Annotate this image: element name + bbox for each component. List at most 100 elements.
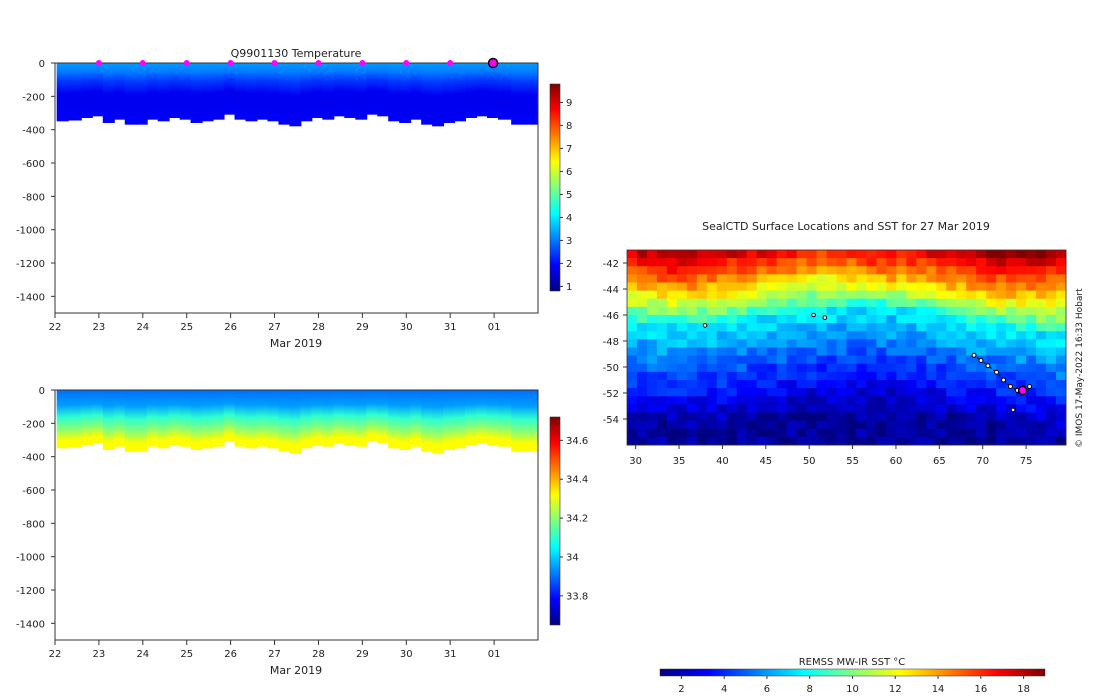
sst-cell bbox=[646, 380, 658, 389]
sst-cell bbox=[856, 266, 867, 275]
sst-cell bbox=[916, 404, 927, 413]
sst-cell bbox=[986, 250, 997, 259]
sst-cell bbox=[736, 396, 748, 405]
sst-cell bbox=[846, 290, 857, 300]
last-surface-marker bbox=[487, 57, 499, 69]
sst-cell bbox=[966, 250, 977, 259]
sst-cell bbox=[1026, 339, 1037, 348]
colorbar-tick-label: 6 bbox=[566, 167, 572, 178]
sst-cell bbox=[816, 298, 827, 308]
sst-cell bbox=[636, 363, 648, 373]
map-xtick-label: 75 bbox=[1020, 456, 1033, 467]
sst-cell bbox=[816, 436, 827, 446]
sst-cell bbox=[926, 380, 937, 389]
sst-cell bbox=[826, 306, 837, 316]
sst-cell bbox=[676, 396, 688, 405]
sst-cell bbox=[686, 347, 698, 357]
sst-cell bbox=[1016, 274, 1027, 283]
sst-cell bbox=[1056, 355, 1067, 365]
sst-cell bbox=[966, 315, 977, 324]
sst-cell bbox=[736, 331, 748, 340]
sst-cell bbox=[646, 404, 658, 413]
sal-profile-18 bbox=[256, 390, 269, 447]
sst-colorbar-scale bbox=[659, 668, 1046, 677]
sst-cell bbox=[896, 250, 907, 259]
sst-cell bbox=[1036, 331, 1047, 340]
sst-cell bbox=[826, 428, 837, 438]
sst-cell bbox=[686, 355, 698, 365]
sst-cell bbox=[836, 371, 847, 381]
sst-cell bbox=[996, 404, 1007, 413]
sst-cell bbox=[786, 266, 798, 275]
sst-cell bbox=[756, 290, 768, 300]
sst-cell bbox=[986, 274, 997, 283]
sst-cell bbox=[896, 258, 907, 267]
sst-cell bbox=[786, 298, 798, 308]
sst-cell bbox=[916, 396, 927, 405]
sst-cell bbox=[1036, 404, 1047, 413]
sal-profile-3 bbox=[91, 390, 104, 444]
sst-cell bbox=[1036, 258, 1047, 267]
sst-cell bbox=[676, 282, 688, 292]
sst-cell bbox=[986, 282, 997, 292]
sst-cell bbox=[676, 380, 688, 389]
sst-cell bbox=[696, 290, 708, 300]
temp-profile-6 bbox=[124, 63, 137, 125]
temp-profile-17 bbox=[245, 63, 258, 122]
sst-cell bbox=[806, 371, 817, 381]
sst-cell bbox=[646, 258, 658, 267]
sst-cell bbox=[856, 315, 867, 324]
sst-cell bbox=[886, 274, 897, 283]
sst-cell bbox=[726, 339, 738, 348]
sst-cell bbox=[1036, 412, 1047, 422]
sst-cell bbox=[776, 323, 788, 332]
sst-cell bbox=[926, 355, 937, 365]
sst-cell bbox=[796, 371, 807, 381]
sst-cell bbox=[886, 371, 897, 381]
temp-profile-28 bbox=[366, 63, 379, 115]
sst-cell bbox=[656, 420, 668, 430]
sst-cell bbox=[816, 380, 827, 389]
sst-cell bbox=[726, 412, 738, 422]
sst-cell bbox=[676, 266, 688, 275]
temp-profile-27 bbox=[355, 63, 368, 120]
sst-cell bbox=[866, 412, 877, 422]
sst-cell bbox=[806, 258, 817, 267]
salinity-colorbar: 33.8 34 34.2 34.4 34.6 bbox=[549, 416, 588, 626]
sst-cell bbox=[726, 436, 738, 446]
sst-cell bbox=[946, 420, 957, 430]
temp-profile-19 bbox=[267, 63, 280, 122]
sst-cell bbox=[806, 347, 817, 357]
sst-cell bbox=[936, 380, 947, 389]
sst-cell bbox=[636, 282, 648, 292]
sst-cell bbox=[1046, 315, 1057, 324]
sst-cell bbox=[706, 274, 718, 283]
sst-cell bbox=[726, 371, 738, 381]
sal-profile-4 bbox=[102, 390, 115, 450]
sal-profile-36 bbox=[454, 390, 467, 449]
sst-cell bbox=[776, 396, 788, 405]
sst-cell bbox=[846, 371, 857, 381]
sst-cell bbox=[816, 396, 827, 405]
sst-cell bbox=[1056, 347, 1067, 357]
temp-xtick-label: 25 bbox=[180, 322, 193, 333]
sst-cell bbox=[876, 380, 887, 389]
sst-cell bbox=[806, 404, 817, 413]
sst-cell bbox=[906, 380, 917, 389]
sst-cell bbox=[1006, 315, 1017, 324]
temp-xtick-label: 31 bbox=[444, 322, 457, 333]
sst-cell bbox=[816, 306, 827, 316]
sst-cell bbox=[756, 396, 768, 405]
sst-cell bbox=[906, 274, 917, 283]
sst-colorbar-tick-label: 12 bbox=[889, 684, 902, 695]
sst-cell bbox=[886, 396, 897, 405]
sst-cell bbox=[926, 258, 937, 267]
sst-cell bbox=[786, 274, 798, 283]
sst-cell bbox=[786, 347, 798, 357]
sst-cell bbox=[936, 347, 947, 357]
sst-cell bbox=[656, 274, 668, 283]
sst-cell bbox=[636, 290, 648, 300]
colorbar-tick-label: 1 bbox=[566, 282, 572, 293]
sst-cell bbox=[936, 282, 947, 292]
sst-cell bbox=[746, 250, 758, 259]
